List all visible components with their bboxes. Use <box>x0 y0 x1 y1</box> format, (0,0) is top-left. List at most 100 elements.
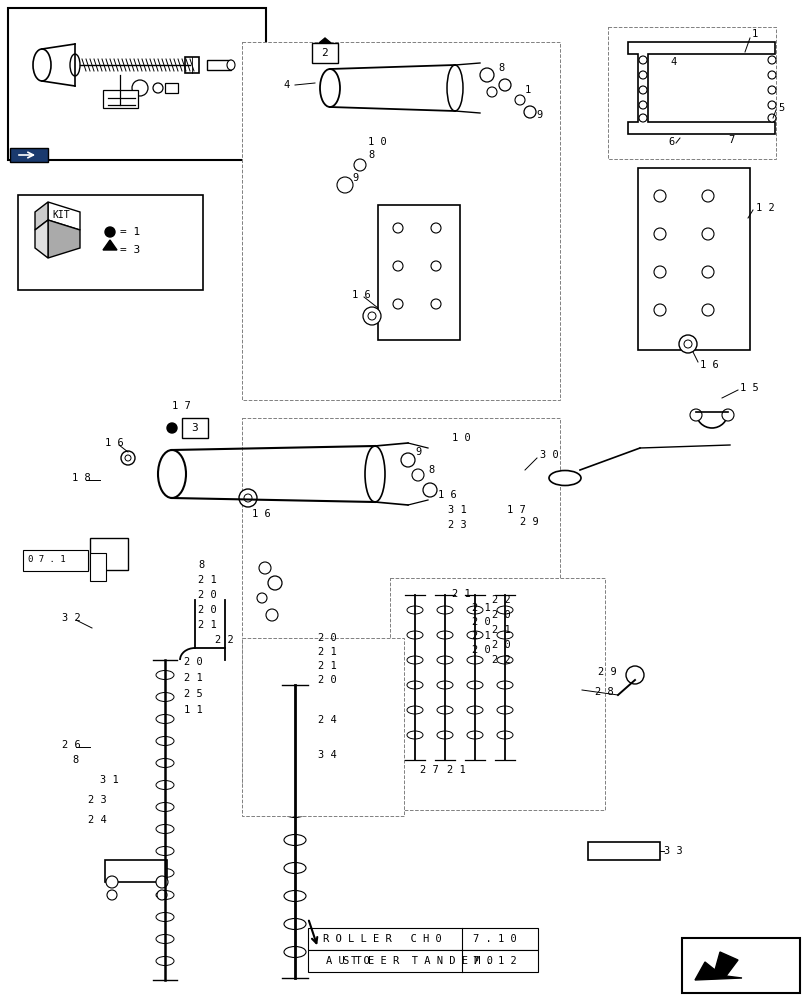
Text: 2 1: 2 1 <box>318 647 337 657</box>
Ellipse shape <box>156 890 174 900</box>
Text: = 3: = 3 <box>120 245 140 255</box>
Ellipse shape <box>156 692 174 702</box>
Text: = 1: = 1 <box>120 227 140 237</box>
Circle shape <box>514 95 525 105</box>
Polygon shape <box>627 42 774 134</box>
Ellipse shape <box>284 862 306 874</box>
Ellipse shape <box>156 868 174 878</box>
Ellipse shape <box>227 60 234 70</box>
Text: 2 0: 2 0 <box>471 617 490 627</box>
Text: 1 6: 1 6 <box>437 490 456 500</box>
Text: 2 0: 2 0 <box>318 675 337 685</box>
Circle shape <box>499 79 510 91</box>
Text: 1 6: 1 6 <box>105 438 123 448</box>
Text: 8: 8 <box>497 63 504 73</box>
Ellipse shape <box>156 802 174 812</box>
Text: 6: 6 <box>667 137 673 147</box>
Circle shape <box>157 890 167 900</box>
Circle shape <box>238 489 257 507</box>
Bar <box>242 418 560 786</box>
Text: 9: 9 <box>351 173 358 183</box>
Ellipse shape <box>466 706 483 714</box>
Ellipse shape <box>365 446 384 502</box>
Circle shape <box>337 177 353 193</box>
Ellipse shape <box>284 750 306 762</box>
Text: S T E E R  T A N D E M 0: S T E E R T A N D E M 0 <box>342 956 492 966</box>
Text: KIT: KIT <box>52 210 70 220</box>
Circle shape <box>487 87 496 97</box>
Text: 7: 7 <box>727 135 733 145</box>
Text: 2 1: 2 1 <box>491 625 510 635</box>
Text: 2 4: 2 4 <box>88 815 106 825</box>
Polygon shape <box>48 220 80 258</box>
Text: 9: 9 <box>535 110 542 120</box>
Ellipse shape <box>156 714 174 724</box>
Bar <box>105 860 167 882</box>
Text: 1 5: 1 5 <box>739 383 757 393</box>
Circle shape <box>653 228 665 240</box>
Ellipse shape <box>436 706 453 714</box>
Text: 1: 1 <box>751 29 757 39</box>
Text: A U T O: A U T O <box>326 956 370 966</box>
Circle shape <box>107 890 117 900</box>
Ellipse shape <box>284 946 306 958</box>
Ellipse shape <box>436 631 453 639</box>
Ellipse shape <box>284 834 306 846</box>
Text: 2 9: 2 9 <box>519 517 538 527</box>
Text: 1 7: 1 7 <box>506 505 525 515</box>
Text: 2: 2 <box>321 48 328 58</box>
Ellipse shape <box>436 681 453 689</box>
Text: 7 . 1 2: 7 . 1 2 <box>473 956 517 966</box>
Text: 2 1: 2 1 <box>452 589 470 599</box>
Text: 1 6: 1 6 <box>351 290 371 300</box>
Circle shape <box>523 106 535 118</box>
Text: 3: 3 <box>191 423 198 433</box>
Text: 2 0: 2 0 <box>198 590 217 600</box>
Bar <box>90 538 128 570</box>
Polygon shape <box>319 38 331 43</box>
Bar <box>637 168 749 350</box>
Text: 1 1: 1 1 <box>184 705 203 715</box>
Bar <box>165 83 178 93</box>
Text: 3 1: 3 1 <box>100 775 118 785</box>
Ellipse shape <box>156 758 174 768</box>
Text: 5: 5 <box>777 103 783 113</box>
Bar <box>389 578 604 810</box>
Ellipse shape <box>496 731 513 739</box>
Text: 2 0: 2 0 <box>491 610 510 620</box>
Text: 2 1: 2 1 <box>471 631 490 641</box>
Ellipse shape <box>156 934 174 944</box>
Text: 2 1: 2 1 <box>318 661 337 671</box>
Circle shape <box>479 68 493 82</box>
Circle shape <box>702 190 713 202</box>
Ellipse shape <box>284 806 306 818</box>
Circle shape <box>259 562 271 574</box>
Ellipse shape <box>496 606 513 614</box>
Ellipse shape <box>466 681 483 689</box>
Bar <box>103 90 138 108</box>
Text: 2 0: 2 0 <box>318 633 337 643</box>
Circle shape <box>152 83 163 93</box>
Text: 2 3: 2 3 <box>448 520 466 530</box>
Text: 2 1: 2 1 <box>471 603 490 613</box>
Text: 2 3: 2 3 <box>88 795 106 805</box>
Text: 3 3: 3 3 <box>663 846 682 856</box>
Bar <box>607 27 775 159</box>
Text: 2 5: 2 5 <box>184 689 203 699</box>
Ellipse shape <box>156 824 174 834</box>
Circle shape <box>767 86 775 94</box>
Ellipse shape <box>406 681 423 689</box>
Ellipse shape <box>496 656 513 664</box>
Circle shape <box>431 223 440 233</box>
Ellipse shape <box>436 606 453 614</box>
Bar <box>307 950 538 972</box>
Polygon shape <box>694 952 741 980</box>
Ellipse shape <box>496 681 513 689</box>
Bar <box>185 57 199 73</box>
Ellipse shape <box>158 450 186 498</box>
Text: 3 4: 3 4 <box>318 750 337 760</box>
Bar <box>242 638 404 816</box>
Circle shape <box>121 451 135 465</box>
Circle shape <box>393 261 402 271</box>
Ellipse shape <box>466 631 483 639</box>
